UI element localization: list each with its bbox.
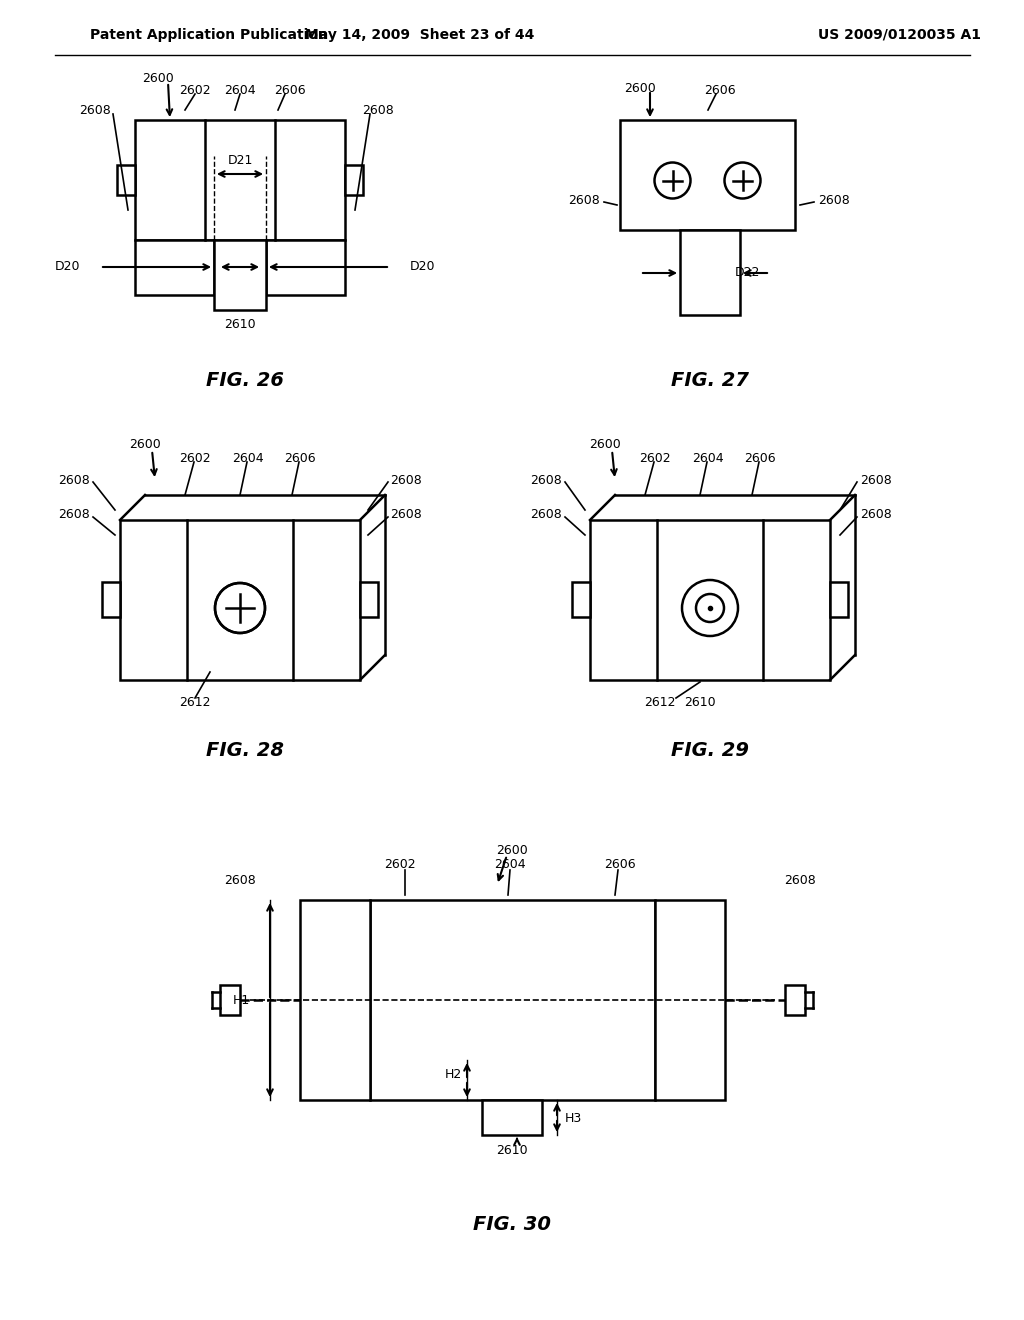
Bar xyxy=(620,120,795,230)
Text: 2600: 2600 xyxy=(129,438,161,451)
Text: May 14, 2009  Sheet 23 of 44: May 14, 2009 Sheet 23 of 44 xyxy=(305,28,535,42)
Bar xyxy=(482,1100,542,1135)
Text: 2608: 2608 xyxy=(390,474,422,487)
Text: 2608: 2608 xyxy=(224,874,256,887)
Text: 2600: 2600 xyxy=(496,843,528,857)
Text: FIG. 26: FIG. 26 xyxy=(206,371,284,389)
Text: D20: D20 xyxy=(54,260,80,273)
Bar xyxy=(214,240,266,310)
Text: 2608: 2608 xyxy=(818,194,850,206)
Text: 2606: 2606 xyxy=(285,451,315,465)
Text: H1: H1 xyxy=(232,994,250,1006)
Text: 2610: 2610 xyxy=(497,1143,527,1156)
Text: FIG. 30: FIG. 30 xyxy=(473,1216,551,1234)
Bar xyxy=(135,120,345,240)
Text: H3: H3 xyxy=(565,1111,583,1125)
Bar xyxy=(785,985,805,1015)
Bar xyxy=(680,230,740,315)
Text: D20: D20 xyxy=(410,260,435,273)
Text: 2608: 2608 xyxy=(530,508,562,521)
Text: 2608: 2608 xyxy=(58,474,90,487)
Text: 2608: 2608 xyxy=(362,103,394,116)
Text: 2612: 2612 xyxy=(179,697,211,710)
Text: 2604: 2604 xyxy=(495,858,525,871)
Text: 2600: 2600 xyxy=(624,82,656,95)
Text: 2610: 2610 xyxy=(684,697,716,710)
Text: 2608: 2608 xyxy=(58,508,90,521)
Text: 2608: 2608 xyxy=(568,194,600,206)
Text: FIG. 28: FIG. 28 xyxy=(206,741,284,759)
Text: Patent Application Publication: Patent Application Publication xyxy=(90,28,328,42)
Bar xyxy=(572,582,590,616)
Bar xyxy=(830,582,848,616)
Bar xyxy=(370,900,655,1100)
Bar xyxy=(135,240,214,294)
Text: 2606: 2606 xyxy=(744,451,776,465)
Text: 2600: 2600 xyxy=(589,438,621,451)
Bar xyxy=(102,582,120,616)
Bar xyxy=(117,165,135,195)
Text: 2612: 2612 xyxy=(644,697,676,710)
Bar xyxy=(220,985,240,1015)
Text: 2606: 2606 xyxy=(274,83,306,96)
Text: 2608: 2608 xyxy=(390,508,422,521)
Text: 2604: 2604 xyxy=(692,451,724,465)
Text: 2608: 2608 xyxy=(860,474,892,487)
Text: 2608: 2608 xyxy=(530,474,562,487)
Bar xyxy=(590,520,830,680)
Text: 2602: 2602 xyxy=(384,858,416,871)
Text: 2604: 2604 xyxy=(232,451,264,465)
Bar xyxy=(266,240,345,294)
Text: FIG. 29: FIG. 29 xyxy=(671,741,749,759)
Text: 2608: 2608 xyxy=(860,508,892,521)
Text: 2602: 2602 xyxy=(179,451,211,465)
Text: 2610: 2610 xyxy=(224,318,256,331)
Text: 2600: 2600 xyxy=(142,71,174,84)
Text: D21: D21 xyxy=(227,153,253,166)
Bar xyxy=(300,900,370,1100)
Text: 2602: 2602 xyxy=(179,83,211,96)
Text: 2602: 2602 xyxy=(639,451,671,465)
Bar xyxy=(360,582,378,616)
Text: D22: D22 xyxy=(735,267,761,280)
Text: 2606: 2606 xyxy=(705,83,736,96)
Bar xyxy=(120,520,360,680)
Text: H2: H2 xyxy=(444,1068,462,1081)
Text: 2608: 2608 xyxy=(79,103,111,116)
Text: 2604: 2604 xyxy=(224,83,256,96)
Bar xyxy=(345,165,362,195)
Text: US 2009/0120035 A1: US 2009/0120035 A1 xyxy=(818,28,981,42)
Text: FIG. 27: FIG. 27 xyxy=(671,371,749,389)
Bar xyxy=(655,900,725,1100)
Text: 2606: 2606 xyxy=(604,858,636,871)
Text: 2608: 2608 xyxy=(784,874,816,887)
